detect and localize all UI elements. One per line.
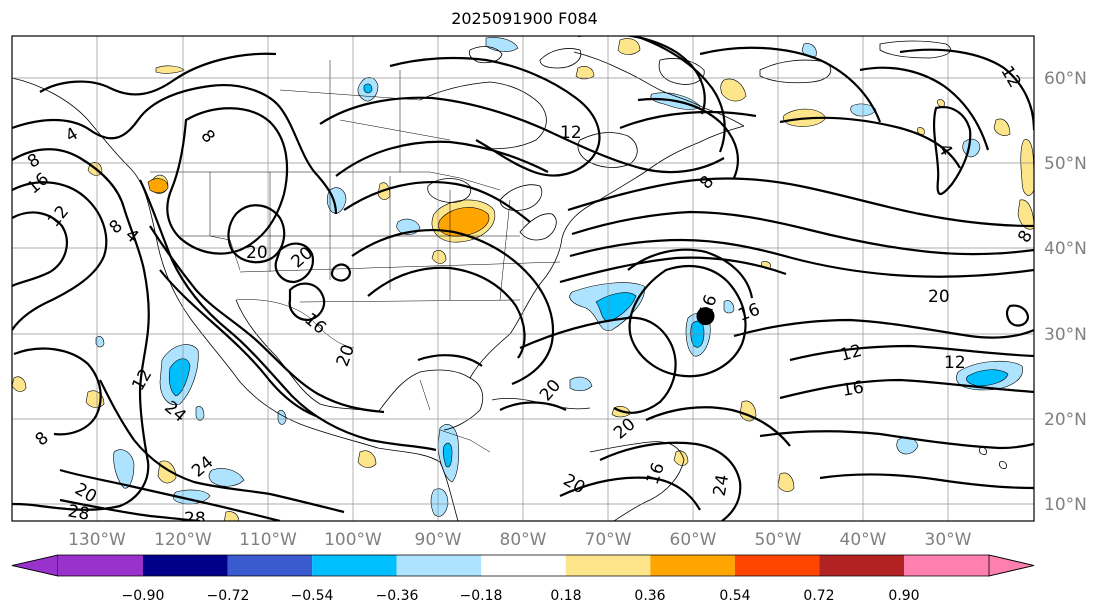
storm-position-marker <box>696 307 715 326</box>
contour-label: 20 <box>246 243 268 263</box>
colorbar-segment <box>481 555 566 576</box>
lon-label: 120°W <box>154 530 212 550</box>
map-title: 2025091900 F084 <box>451 9 598 28</box>
colorbar-segment <box>58 555 143 576</box>
contour-label: 16 <box>841 377 866 400</box>
lon-label: 130°W <box>68 530 126 550</box>
colorbar-tick-label: 0.36 <box>634 588 665 604</box>
lat-label: 40°N <box>1044 239 1087 259</box>
colorbar-tick-labels: −0.90 −0.72 −0.54 −0.36 −0.18 0.18 0.36 … <box>122 588 920 604</box>
colorbar-segment <box>143 555 228 576</box>
lat-label: 10°N <box>1044 495 1087 515</box>
lon-label: 100°W <box>324 530 382 550</box>
colorbar-segment <box>312 555 397 576</box>
colorbar-tick-label: 0.90 <box>888 588 919 604</box>
lat-label: 60°N <box>1044 69 1087 89</box>
contour-label: 20 <box>928 287 950 307</box>
colorbar-tick-label: −0.36 <box>376 588 419 604</box>
map-frame <box>11 35 1035 522</box>
colorbar-segment <box>819 555 904 576</box>
colorbar-tick-label: 0.72 <box>803 588 834 604</box>
colorbar-segment <box>904 555 989 576</box>
longitude-labels: 130°W 120°W 110°W 100°W 90°W 80°W 70°W 6… <box>68 530 972 550</box>
colorbar-tick-label: −0.90 <box>122 588 165 604</box>
lon-label: 60°W <box>670 530 717 550</box>
contour-label: 28 <box>66 501 91 524</box>
colorbar-tick-label: −0.18 <box>460 588 503 604</box>
contour-label: 12 <box>560 123 582 143</box>
colorbar-extend-min <box>11 554 59 577</box>
colorbar-segment <box>734 555 820 576</box>
lon-label: 70°W <box>585 530 632 550</box>
lon-label: 50°W <box>755 530 802 550</box>
colorbar-segment <box>396 555 482 576</box>
lat-label: 30°N <box>1044 325 1087 345</box>
lon-label: 110°W <box>239 530 297 550</box>
colorbar-tick-label: −0.72 <box>207 588 250 604</box>
colorbar <box>11 554 1035 577</box>
contour-label: 24 <box>710 473 733 498</box>
colorbar-outline <box>11 554 1035 577</box>
colorbar-tick-label: −0.54 <box>291 588 334 604</box>
lon-label: 90°W <box>415 530 462 550</box>
contour-label: 28 <box>184 509 206 529</box>
colorbar-extend-max <box>988 554 1035 577</box>
lat-label: 20°N <box>1044 410 1087 430</box>
lon-label: 40°W <box>840 530 887 550</box>
graticule <box>12 36 1034 521</box>
colorbar-segment <box>650 555 735 576</box>
contour-label: 12 <box>944 353 966 373</box>
lon-label: 80°W <box>500 530 547 550</box>
contour-lines <box>12 36 1034 521</box>
colorbar-tick-label: 0.54 <box>719 588 750 604</box>
colorbar-tick-label: 0.18 <box>550 588 581 604</box>
latitude-labels: 60°N 50°N 40°N 30°N 20°N 10°N <box>1044 69 1087 515</box>
lat-label: 50°N <box>1044 154 1087 174</box>
colorbar-segment <box>565 555 651 576</box>
lon-label: 30°W <box>925 530 972 550</box>
colorbar-segment <box>227 555 313 576</box>
